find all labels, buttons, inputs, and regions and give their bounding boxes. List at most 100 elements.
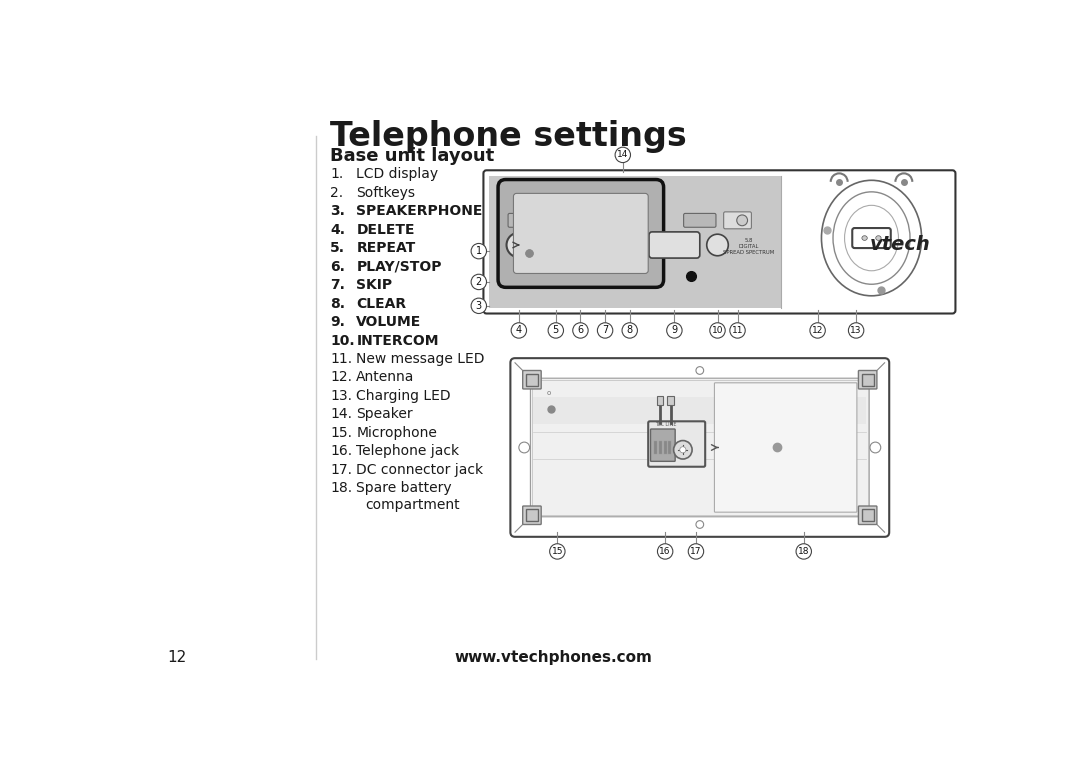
Circle shape bbox=[616, 147, 631, 163]
Circle shape bbox=[696, 520, 704, 528]
Circle shape bbox=[796, 544, 811, 559]
Text: DC connector jack: DC connector jack bbox=[356, 463, 484, 477]
Bar bbox=[667, 396, 674, 405]
Ellipse shape bbox=[876, 236, 881, 241]
Circle shape bbox=[730, 323, 745, 338]
FancyBboxPatch shape bbox=[523, 371, 541, 389]
Text: 13.: 13. bbox=[330, 389, 352, 403]
FancyBboxPatch shape bbox=[649, 232, 700, 258]
Circle shape bbox=[550, 544, 565, 559]
FancyBboxPatch shape bbox=[498, 180, 663, 288]
Text: 6: 6 bbox=[578, 325, 583, 335]
Bar bbox=[669, 440, 672, 454]
Text: SKIP: SKIP bbox=[356, 278, 392, 292]
Circle shape bbox=[570, 235, 591, 255]
FancyBboxPatch shape bbox=[552, 214, 592, 227]
Text: 2: 2 bbox=[475, 277, 482, 287]
Circle shape bbox=[518, 442, 529, 453]
Ellipse shape bbox=[833, 192, 910, 284]
Text: PLAY/STOP: PLAY/STOP bbox=[356, 260, 442, 274]
Circle shape bbox=[595, 235, 616, 255]
Text: 4: 4 bbox=[516, 325, 522, 335]
FancyBboxPatch shape bbox=[650, 429, 675, 461]
Circle shape bbox=[666, 323, 683, 338]
Text: REPEAT: REPEAT bbox=[356, 241, 416, 255]
Text: SPEAKERPHONE: SPEAKERPHONE bbox=[356, 204, 483, 218]
Circle shape bbox=[688, 544, 704, 559]
Bar bbox=[489, 176, 782, 308]
Circle shape bbox=[549, 323, 564, 338]
Circle shape bbox=[849, 323, 864, 338]
Text: 17: 17 bbox=[690, 547, 702, 556]
Text: 16: 16 bbox=[660, 547, 671, 556]
Circle shape bbox=[572, 323, 589, 338]
Text: 5.8
DIGITAL
SPREAD SPECTRUM: 5.8 DIGITAL SPREAD SPECTRUM bbox=[723, 238, 774, 255]
Text: VOLUME: VOLUME bbox=[356, 315, 421, 329]
Text: 12.: 12. bbox=[330, 371, 352, 385]
Text: 6.: 6. bbox=[330, 260, 346, 274]
Circle shape bbox=[674, 440, 692, 459]
Circle shape bbox=[511, 323, 527, 338]
Text: Telephone jack: Telephone jack bbox=[356, 444, 459, 459]
Text: 7.: 7. bbox=[330, 278, 346, 292]
Text: 18.: 18. bbox=[330, 481, 352, 496]
FancyBboxPatch shape bbox=[852, 228, 891, 248]
Text: 1.: 1. bbox=[330, 167, 343, 181]
Text: 12: 12 bbox=[167, 650, 186, 665]
Text: CLEAR: CLEAR bbox=[356, 297, 406, 311]
FancyBboxPatch shape bbox=[484, 170, 956, 314]
FancyBboxPatch shape bbox=[648, 421, 705, 466]
Text: LCD display: LCD display bbox=[356, 167, 438, 181]
FancyBboxPatch shape bbox=[530, 379, 869, 517]
Text: Telephone settings: Telephone settings bbox=[330, 120, 687, 153]
Text: o: o bbox=[546, 390, 551, 396]
Circle shape bbox=[620, 235, 639, 255]
Text: 10.: 10. bbox=[330, 334, 355, 348]
Text: Microphone: Microphone bbox=[356, 426, 437, 440]
Text: 3.: 3. bbox=[330, 204, 346, 218]
Ellipse shape bbox=[862, 236, 867, 241]
Text: 2.: 2. bbox=[330, 186, 343, 200]
Circle shape bbox=[622, 323, 637, 338]
FancyBboxPatch shape bbox=[508, 214, 549, 227]
Text: 12: 12 bbox=[812, 326, 823, 335]
Text: Antenna: Antenna bbox=[356, 371, 415, 385]
Text: 11.: 11. bbox=[330, 352, 352, 366]
Text: 10: 10 bbox=[712, 326, 724, 335]
Text: 9.: 9. bbox=[330, 315, 346, 329]
Text: www.vtechphones.com: www.vtechphones.com bbox=[455, 650, 652, 665]
Circle shape bbox=[696, 367, 704, 375]
Circle shape bbox=[810, 323, 825, 338]
Text: 7: 7 bbox=[602, 325, 608, 335]
Text: 15: 15 bbox=[552, 547, 563, 556]
Text: 14.: 14. bbox=[330, 407, 352, 422]
Bar bbox=[657, 396, 663, 405]
Text: 3: 3 bbox=[476, 301, 482, 311]
Text: 11: 11 bbox=[732, 326, 743, 335]
Circle shape bbox=[471, 298, 486, 314]
Text: TEL LINE: TEL LINE bbox=[656, 422, 677, 427]
FancyBboxPatch shape bbox=[595, 214, 635, 227]
Ellipse shape bbox=[822, 180, 921, 296]
Text: 1: 1 bbox=[476, 246, 482, 256]
Circle shape bbox=[597, 323, 612, 338]
Circle shape bbox=[737, 215, 747, 226]
Circle shape bbox=[658, 544, 673, 559]
FancyBboxPatch shape bbox=[715, 383, 856, 512]
Circle shape bbox=[471, 244, 486, 259]
FancyBboxPatch shape bbox=[511, 359, 889, 537]
Ellipse shape bbox=[845, 205, 899, 271]
Text: 9: 9 bbox=[672, 325, 677, 335]
Text: Charging LED: Charging LED bbox=[356, 389, 451, 403]
Circle shape bbox=[545, 235, 566, 255]
Bar bbox=[654, 440, 658, 454]
FancyBboxPatch shape bbox=[724, 212, 752, 229]
Circle shape bbox=[870, 442, 881, 453]
Text: 18: 18 bbox=[798, 547, 810, 556]
Text: INTERCOM: INTERCOM bbox=[356, 334, 438, 348]
Text: 5: 5 bbox=[553, 325, 559, 335]
Text: 5.: 5. bbox=[330, 241, 346, 255]
Text: 16.: 16. bbox=[330, 444, 352, 459]
Text: vtech: vtech bbox=[870, 235, 931, 254]
Text: Speaker: Speaker bbox=[356, 407, 413, 422]
